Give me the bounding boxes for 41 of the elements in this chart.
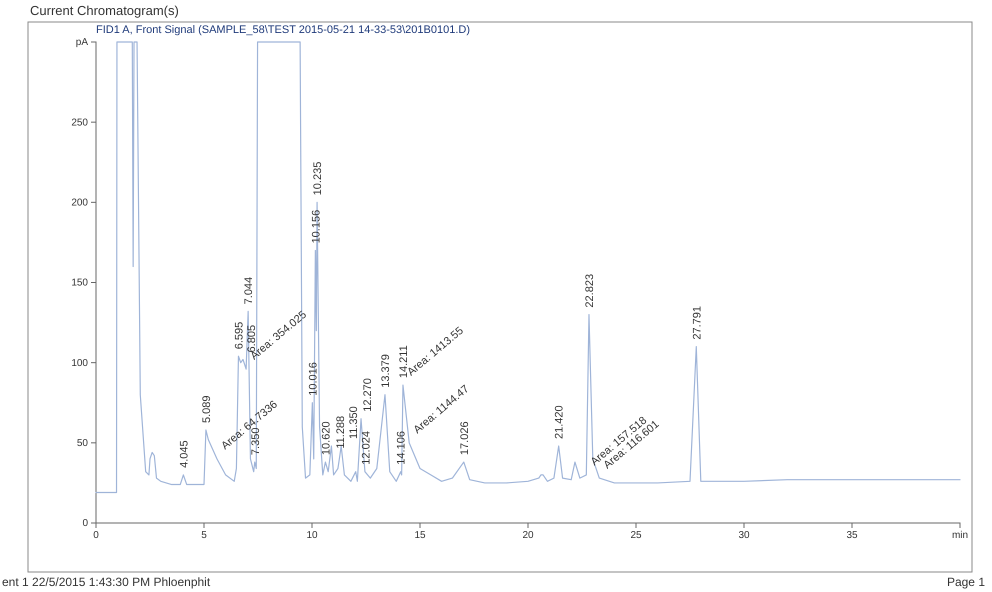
x-tick-label: 15 <box>414 530 426 542</box>
text: ent 1 22/5/2015 1:43:30 PM Phloenphit <box>2 575 211 589</box>
annotation: 10.016 <box>307 362 320 396</box>
annotation: 11.350 <box>348 406 360 440</box>
line-series <box>95 41 961 494</box>
y-tick-label: 250 <box>71 117 88 128</box>
annotation: 17.026 <box>458 421 471 456</box>
x-tick-label: 30 <box>738 530 750 542</box>
annotation: 12.024 <box>360 431 373 465</box>
x-tick-label: 10 <box>306 530 318 542</box>
annotation: 5.089 <box>200 395 213 424</box>
x-tick-label: 25 <box>630 530 642 542</box>
x-tick-label: 5 <box>201 530 208 542</box>
y-tick-label: 100 <box>71 358 88 369</box>
annotation: 12.270 <box>362 378 374 412</box>
annotation: 13.379 <box>380 354 392 388</box>
x-tick-label: min <box>952 530 968 542</box>
annotation: 10.235 <box>312 162 324 196</box>
annotation: 7.350 <box>250 428 262 456</box>
annotation: 4.045 <box>178 440 190 468</box>
annotation: 10.156 <box>310 210 322 244</box>
annotation: 14.106 <box>396 431 408 465</box>
annotation: 10.620 <box>320 421 332 456</box>
text: Page 1 <box>946 575 986 589</box>
chart-subtitle: FID1 A, Front Signal (SAMPLE_58\TEST 2015-05-21 14-33-53\201B0101.D) <box>96 24 470 36</box>
annotation: 14.211 <box>398 345 410 378</box>
annotation: 7.044 <box>243 276 256 304</box>
x-tick-label: 35 <box>846 530 858 542</box>
y-tick-label: 200 <box>71 198 88 209</box>
y-tick-label: 0 <box>82 518 88 530</box>
x-tick-label: 20 <box>522 530 534 542</box>
x-tick-label: 0 <box>93 530 100 542</box>
annotation: 27.791 <box>691 306 704 340</box>
chart-title: Current Chromatogram(s) <box>30 3 179 18</box>
annotation: 6.595 <box>233 322 246 350</box>
y-tick-label: 150 <box>71 278 88 289</box>
annotation: 21.420 <box>554 405 566 440</box>
annotation: 22.823 <box>584 274 596 308</box>
y-tick-label: pA <box>76 37 88 48</box>
annotation: 11.288 <box>334 416 347 449</box>
y-tick-label: 50 <box>76 438 88 450</box>
